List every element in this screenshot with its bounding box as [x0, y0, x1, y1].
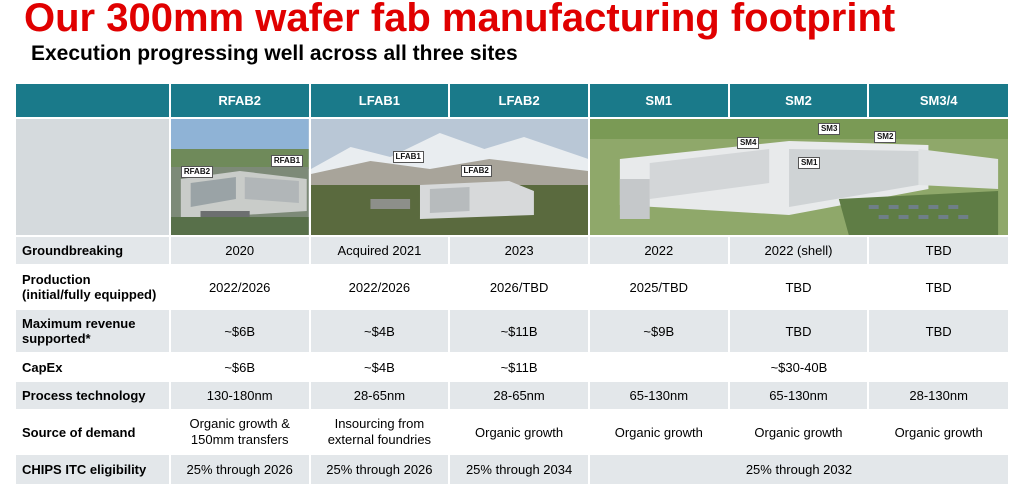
sm2-tag: SM2	[873, 131, 897, 143]
table-cell: 25% through 2034	[448, 453, 590, 486]
table-cell: TBD	[867, 264, 1010, 310]
column-header-sm2: SM2	[727, 82, 870, 119]
header-corner-cell	[14, 82, 171, 119]
rfab-photo-cell: RFAB1 RFAB2	[168, 117, 311, 237]
page-subtitle: Execution progressing well across all th…	[31, 42, 518, 65]
column-header-rfab2: RFAB2	[168, 82, 311, 119]
row-label-max-revenue: Maximum revenue supported*	[14, 308, 171, 354]
table-cell: 28-65nm	[448, 380, 590, 411]
table-cell: ~$11B	[448, 308, 590, 354]
table-cell: 28-65nm	[308, 380, 451, 411]
column-header-lfab1: LFAB1	[308, 82, 451, 119]
fab-footprint-table: RFAB2 LFAB1 LFAB2 SM1 SM2 SM3/4 RFAB1	[14, 82, 1010, 486]
table-cell: 25% through 2026	[308, 453, 451, 486]
merged-table-cell: ~$30-40B	[587, 352, 1010, 382]
page-title: Our 300mm wafer fab manufacturing footpr…	[24, 0, 896, 40]
table-cell: ~$9B	[587, 308, 730, 354]
table-cell: ~$6B	[168, 308, 311, 354]
row-label-process: Process technology	[14, 380, 171, 411]
table-cell: 130-180nm	[168, 380, 311, 411]
table-cell: 2022/2026	[168, 264, 311, 310]
rfab-aerial-photo: RFAB1 RFAB2	[170, 119, 309, 235]
table-cell: 2020	[168, 235, 311, 266]
row-label-line: (initial/fully equipped)	[22, 287, 157, 302]
table-cell: 28-130nm	[867, 380, 1010, 411]
photo-row: RFAB1 RFAB2 LFAB1 LFAB2	[14, 117, 1010, 237]
lfab1-tag: LFAB1	[392, 151, 424, 163]
table-row: Source of demand Organic growth & 150mm …	[14, 409, 1010, 455]
table-cell: Organic growth	[727, 409, 870, 455]
row-label-groundbreaking: Groundbreaking	[14, 235, 171, 266]
rfab2-tag: RFAB2	[180, 166, 214, 178]
table-cell: 2022	[587, 235, 730, 266]
table-cell: 2022 (shell)	[727, 235, 870, 266]
table-cell: 25% through 2026	[168, 453, 311, 486]
table-cell: 65-130nm	[587, 380, 730, 411]
table-cell: ~$4B	[308, 308, 451, 354]
sm-aerial-rendering: SM3 SM4 SM2 SM1	[589, 119, 1008, 235]
sm1-tag: SM1	[797, 157, 821, 169]
column-header-sm34: SM3/4	[867, 82, 1010, 119]
table-cell: 2023	[448, 235, 590, 266]
sm3-tag: SM3	[817, 123, 841, 135]
lfab-aerial-photo: LFAB1 LFAB2	[310, 119, 588, 235]
table-cell: Organic growth	[448, 409, 590, 455]
row-label-line: supported*	[22, 331, 91, 346]
table-cell: Organic growth	[587, 409, 730, 455]
table-cell: 2026/TBD	[448, 264, 590, 310]
table-row: Groundbreaking 2020 Acquired 2021 2023 2…	[14, 235, 1010, 266]
table-cell: 2022/2026	[308, 264, 451, 310]
table-cell: TBD	[867, 308, 1010, 354]
table-cell: TBD	[727, 308, 870, 354]
table-cell: Organic growth	[867, 409, 1010, 455]
row-label-line: Maximum revenue	[22, 316, 136, 331]
cell-line: external foundries	[327, 432, 432, 447]
table-cell: TBD	[867, 235, 1010, 266]
rfab1-tag: RFAB1	[270, 155, 304, 167]
table-cell: 65-130nm	[727, 380, 870, 411]
table-cell: ~$4B	[308, 352, 451, 382]
row-label-line: Production	[22, 272, 91, 287]
table-cell: Organic growth & 150mm transfers	[168, 409, 311, 455]
row-label-demand: Source of demand	[14, 409, 171, 455]
row-label-production: Production (initial/fully equipped)	[14, 264, 171, 310]
cell-line: Insourcing from	[334, 416, 425, 431]
row-label-capex: CapEx	[14, 352, 171, 382]
table-cell: Insourcing from external foundries	[308, 409, 451, 455]
table-header-row: RFAB2 LFAB1 LFAB2 SM1 SM2 SM3/4	[14, 82, 1010, 119]
table-cell: 2025/TBD	[587, 264, 730, 310]
photo-row-label-cell	[14, 117, 171, 237]
table-row: Production (initial/fully equipped) 2022…	[14, 264, 1010, 310]
table-row: CHIPS ITC eligibility 25% through 2026 2…	[14, 453, 1010, 486]
table-cell: Acquired 2021	[308, 235, 451, 266]
column-header-sm1: SM1	[587, 82, 730, 119]
lfab2-tag: LFAB2	[460, 165, 492, 177]
cell-line: Organic growth &	[189, 416, 290, 431]
column-header-lfab2: LFAB2	[448, 82, 590, 119]
table-row: Maximum revenue supported* ~$6B ~$4B ~$1…	[14, 308, 1010, 354]
table-cell: ~$11B	[448, 352, 590, 382]
cell-line: 150mm transfers	[190, 432, 289, 447]
sm4-tag: SM4	[736, 137, 760, 149]
sm-photo-cell: SM3 SM4 SM2 SM1	[587, 117, 1010, 237]
merged-table-cell: 25% through 2032	[587, 453, 1010, 486]
table-cell: TBD	[727, 264, 870, 310]
table-cell: ~$6B	[168, 352, 311, 382]
table-row: Process technology 130-180nm 28-65nm 28-…	[14, 380, 1010, 411]
lfab-photo-cell: LFAB1 LFAB2	[308, 117, 590, 237]
row-label-chips: CHIPS ITC eligibility	[14, 453, 171, 486]
table-row: CapEx ~$6B ~$4B ~$11B ~$30-40B	[14, 352, 1010, 382]
